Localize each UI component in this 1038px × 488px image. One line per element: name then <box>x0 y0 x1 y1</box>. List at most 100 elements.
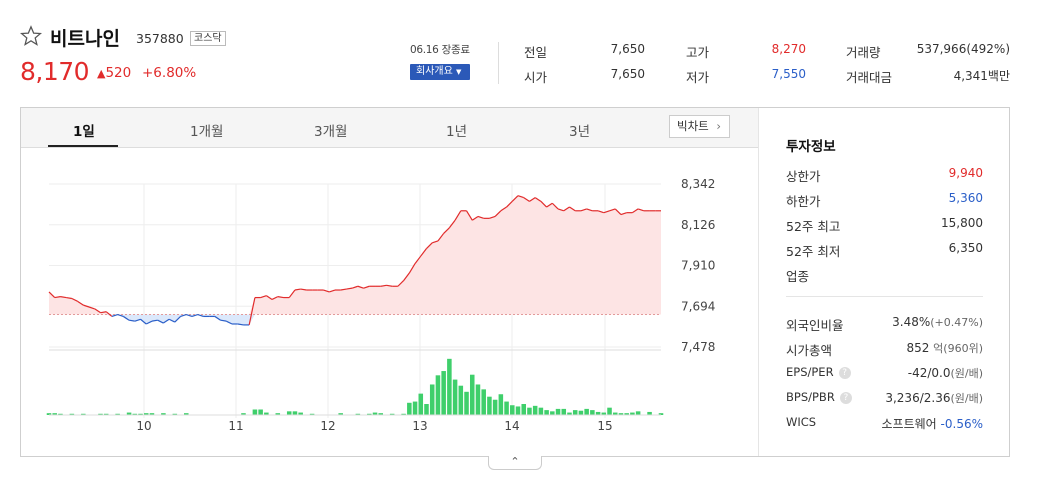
volume-bar <box>481 389 486 415</box>
question-mark-icon[interactable]: ? <box>839 392 852 404</box>
price-line-segment <box>134 318 141 322</box>
volume-bar <box>584 408 589 415</box>
price-line-segment <box>620 212 627 216</box>
volume-bar <box>132 413 138 415</box>
price-line-segment <box>403 272 410 281</box>
price-line-segment <box>534 197 542 202</box>
collapse-toggle[interactable]: ⌃ <box>488 456 542 470</box>
volume-bar <box>424 404 429 415</box>
volume-bar <box>52 413 57 415</box>
price-line-segment <box>408 263 416 274</box>
upper-limit-label: 상한가 <box>786 169 821 184</box>
y-tick-label: 7,694 <box>681 299 715 313</box>
volume-bar <box>464 391 469 415</box>
lower-limit-value: 5,360 <box>948 191 983 205</box>
price-line-segment <box>140 318 147 325</box>
price-line-segment <box>500 206 507 212</box>
52w-high-label: 52주 최고 <box>786 219 841 234</box>
price-line-segment <box>351 285 359 289</box>
tab-1day[interactable]: 1일 <box>73 124 95 140</box>
price-line-segment <box>226 320 233 325</box>
bps-pbr-value: 3,236/2.36(원/배) <box>885 390 983 406</box>
price-line-segment <box>260 295 267 299</box>
chevron-right-icon: › <box>716 119 722 133</box>
price-line-segment <box>454 210 462 221</box>
volume-bar <box>115 413 120 415</box>
volume-bar <box>372 412 378 415</box>
prev-close-value: 7,650 <box>610 42 645 56</box>
x-tick-label: 11 <box>228 419 243 433</box>
volume-bar <box>492 399 498 415</box>
volume-bar <box>595 411 601 415</box>
volume-bar <box>429 384 435 415</box>
price-line-segment <box>529 197 536 202</box>
price-line-segment <box>477 215 484 219</box>
big-chart-button[interactable]: 빅차트 › <box>669 115 730 138</box>
big-chart-label: 빅차트 <box>677 119 709 133</box>
volume-bar <box>658 413 664 415</box>
volume-bar <box>435 375 441 415</box>
volume-bar <box>161 413 166 415</box>
company-overview-button[interactable]: 회사개요 ▼ <box>410 64 470 80</box>
current-price: 8,170 <box>20 57 90 86</box>
volume-bar <box>452 379 458 415</box>
price-line-segment <box>323 289 330 293</box>
tab-3year[interactable]: 3년 <box>569 124 591 140</box>
volume-bar <box>601 412 607 415</box>
price-chart: 8,342 8,126 7,910 7,694 7,478 10 11 12 13 14 15 <box>46 177 715 433</box>
volume-bar <box>590 410 595 415</box>
y-tick-label: 8,342 <box>681 177 715 191</box>
volume-bar <box>81 413 86 415</box>
volume-bar <box>46 413 52 415</box>
chevron-up-icon: ⌃ <box>510 455 520 468</box>
volume-bar <box>241 413 246 415</box>
star-outline-icon[interactable] <box>20 25 42 47</box>
tab-1year[interactable]: 1년 <box>446 124 468 140</box>
price-line-segment <box>380 284 387 287</box>
volume-bar <box>515 406 521 415</box>
lower-limit-label: 하한가 <box>786 194 821 209</box>
change-rate: +6.80% <box>142 65 197 81</box>
bps-pbr-text: BPS/PBR <box>786 390 835 404</box>
volume-bar <box>532 405 538 415</box>
price-line-segment <box>397 280 405 287</box>
high-value: 8,270 <box>771 42 806 56</box>
volume-bar <box>527 407 532 415</box>
price-line-segment <box>294 288 301 291</box>
price-line-segment <box>71 297 78 302</box>
volume-bar <box>510 405 515 415</box>
price-line-segment <box>111 313 118 318</box>
tab-1month[interactable]: 1개월 <box>190 124 224 140</box>
question-mark-icon[interactable]: ? <box>838 367 851 379</box>
volume-bar <box>487 396 492 415</box>
volume-bar <box>635 411 641 415</box>
price-line-segment <box>180 313 187 318</box>
volume-bar <box>498 394 504 415</box>
52w-high-value: 15,800 <box>941 216 983 230</box>
volume-bar <box>458 385 464 415</box>
wics-value[interactable]: 소프트웨어 -0.56% <box>882 415 983 432</box>
volume-bar <box>172 413 178 415</box>
wics-label: WICS <box>786 415 817 429</box>
volume-bar <box>561 408 567 415</box>
volume-bar <box>264 412 269 415</box>
price-up-area <box>49 195 661 315</box>
header-divider <box>498 42 499 84</box>
eps-per-unit: (원/배) <box>950 367 983 380</box>
foreign-ratio-label: 외국인비율 <box>786 318 844 333</box>
volume-label: 거래량 <box>846 45 881 60</box>
active-tab-indicator <box>48 145 118 147</box>
volume-bar <box>58 413 63 415</box>
volume-bar <box>538 407 544 415</box>
volume-bar <box>567 412 572 415</box>
market-status-date: 06.16 장종료 <box>410 44 470 56</box>
amount-value: 4,341백만 <box>953 69 1010 83</box>
volume-bar <box>298 412 303 415</box>
y-tick-label: 7,910 <box>681 259 715 273</box>
price-line-segment <box>174 316 181 323</box>
price-line-segment <box>632 208 639 214</box>
tab-3month[interactable]: 3개월 <box>314 124 348 140</box>
market-cap-rank: 억(960위) <box>933 342 983 355</box>
price-line-segment <box>48 291 56 298</box>
high-label: 고가 <box>686 45 710 60</box>
